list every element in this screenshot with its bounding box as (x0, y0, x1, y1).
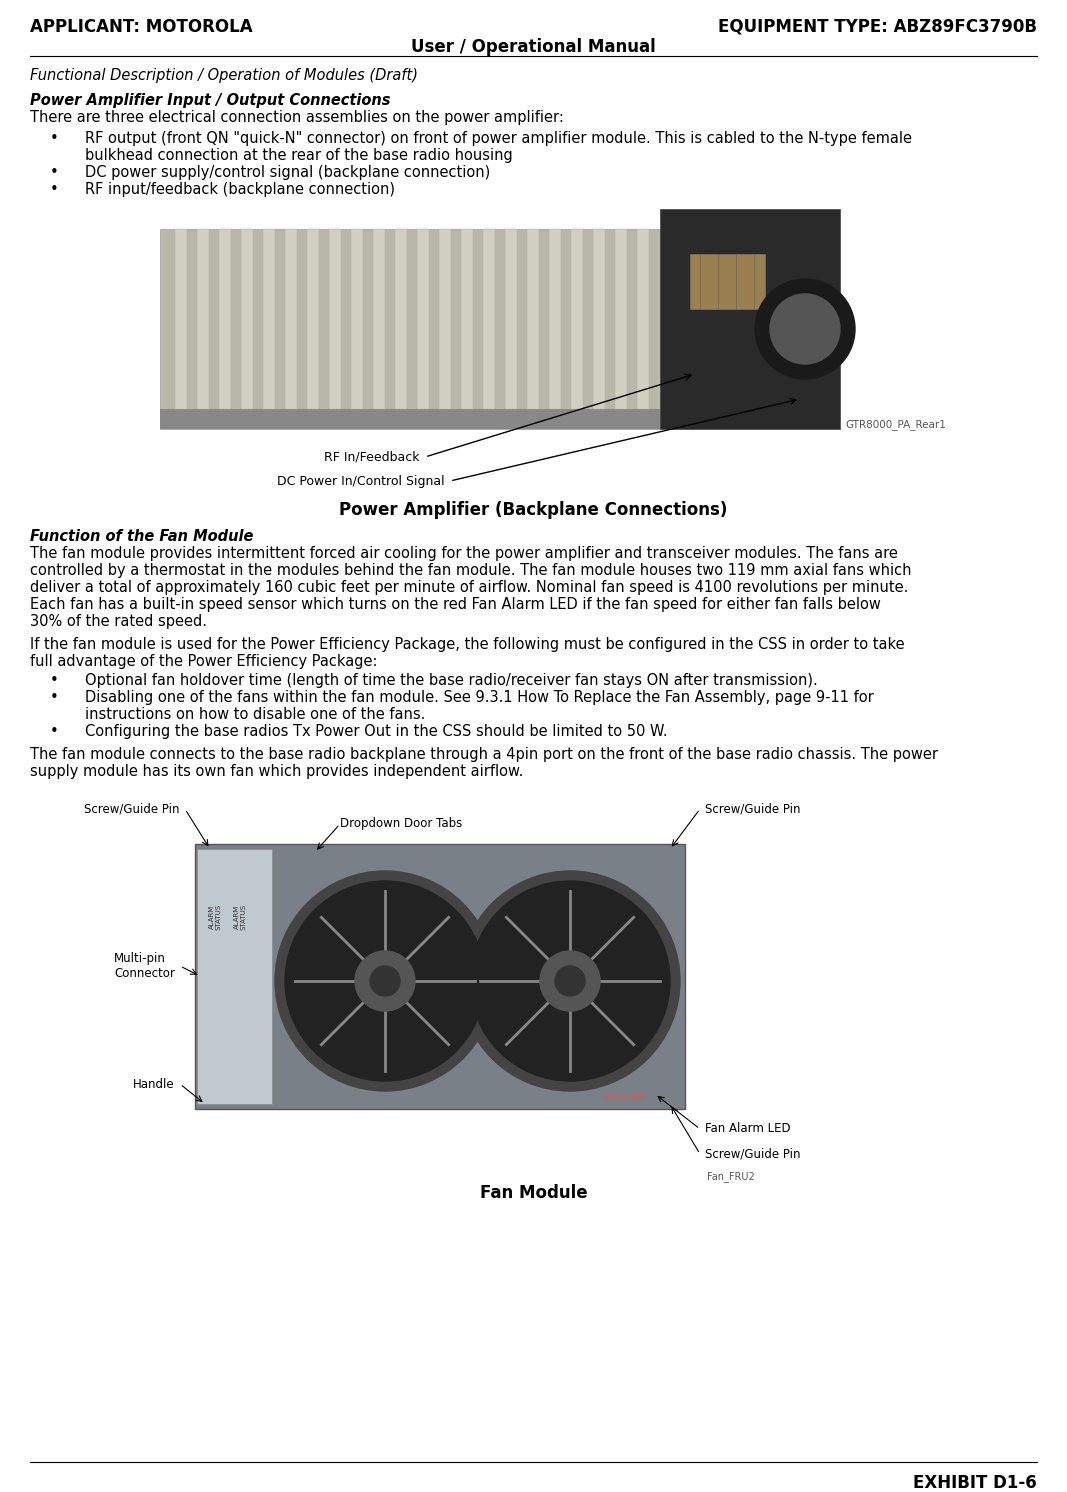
Bar (160, 409, 660, 430)
Text: •: • (50, 689, 59, 706)
Text: Configuring the base radios Tx Power Out in the CSS should be limited to 50 W.: Configuring the base radios Tx Power Out… (85, 724, 668, 739)
Text: DC power supply/control signal (backplane connection): DC power supply/control signal (backplan… (85, 166, 490, 181)
Bar (690, 254, 765, 309)
Text: EQUIPMENT TYPE: ABZ89FC3790B: EQUIPMENT TYPE: ABZ89FC3790B (718, 18, 1037, 36)
Bar (461, 228, 473, 409)
Text: If the fan module is used for the Power Efficiency Package, the following must b: If the fan module is used for the Power … (30, 637, 905, 652)
Text: Screw/Guide Pin: Screw/Guide Pin (705, 1147, 800, 1161)
Text: ALARM
STATUS: ALARM STATUS (234, 904, 246, 930)
Bar (615, 228, 627, 409)
Bar (219, 228, 230, 409)
Text: bulkhead connection at the rear of the base radio housing: bulkhead connection at the rear of the b… (85, 148, 513, 163)
Text: RF input/feedback (backplane connection): RF input/feedback (backplane connection) (85, 182, 395, 197)
Bar (329, 228, 341, 409)
Text: Fan Alarm LED: Fan Alarm LED (705, 1122, 791, 1135)
Circle shape (275, 871, 495, 1091)
Text: APPLICANT: MOTOROLA: APPLICANT: MOTOROLA (30, 18, 253, 36)
Text: full advantage of the Power Efficiency Package:: full advantage of the Power Efficiency P… (30, 653, 378, 668)
Bar (550, 228, 561, 409)
Text: Fan Module: Fan Module (480, 1185, 587, 1203)
Text: •: • (50, 182, 59, 197)
Text: ALARM
STATUS: ALARM STATUS (208, 904, 222, 930)
Bar (505, 228, 517, 409)
Text: Power Amplifier Input / Output Connections: Power Amplifier Input / Output Connectio… (30, 93, 391, 107)
Text: •: • (50, 166, 59, 181)
Bar (395, 228, 407, 409)
Bar (197, 849, 272, 1104)
Text: •: • (50, 673, 59, 688)
Circle shape (770, 294, 840, 364)
Circle shape (460, 871, 680, 1091)
Text: FAN ALARM: FAN ALARM (605, 1094, 644, 1100)
Bar (262, 228, 275, 409)
Text: Optional fan holdover time (length of time the base radio/receiver fan stays ON : Optional fan holdover time (length of ti… (85, 673, 817, 688)
Text: GTR8000_PA_Rear1: GTR8000_PA_Rear1 (845, 419, 945, 430)
Text: User / Operational Manual: User / Operational Manual (411, 37, 656, 57)
Text: RF In/Feedback: RF In/Feedback (324, 451, 420, 464)
Bar (160, 228, 660, 430)
Text: The fan module provides intermittent forced air cooling for the power amplifier : The fan module provides intermittent for… (30, 546, 897, 561)
Text: Fan_FRU2: Fan_FRU2 (707, 1171, 754, 1182)
Bar (351, 228, 363, 409)
Bar (637, 228, 649, 409)
Text: Functional Description / Operation of Modules (Draft): Functional Description / Operation of Mo… (30, 69, 418, 84)
Bar (241, 228, 253, 409)
Circle shape (355, 950, 415, 1012)
Text: deliver a total of approximately 160 cubic feet per minute of airflow. Nominal f: deliver a total of approximately 160 cub… (30, 580, 908, 595)
Bar (285, 228, 297, 409)
Text: •: • (50, 131, 59, 146)
Text: •: • (50, 724, 59, 739)
Bar (195, 844, 685, 1109)
Bar (175, 228, 187, 409)
Text: EXHIBIT D1-6: EXHIBIT D1-6 (913, 1474, 1037, 1492)
Circle shape (555, 965, 585, 997)
Bar (373, 228, 385, 409)
Bar (593, 228, 605, 409)
Text: Handle: Handle (133, 1077, 175, 1091)
Text: Power Amplifier (Backplane Connections): Power Amplifier (Backplane Connections) (339, 501, 728, 519)
Circle shape (755, 279, 855, 379)
Bar (307, 228, 319, 409)
Bar (571, 228, 583, 409)
Text: Screw/Guide Pin: Screw/Guide Pin (84, 803, 180, 816)
Text: Screw/Guide Pin: Screw/Guide Pin (705, 803, 800, 816)
Text: DC Power In/Control Signal: DC Power In/Control Signal (277, 474, 445, 488)
Circle shape (469, 880, 670, 1082)
Circle shape (285, 880, 485, 1082)
Text: instructions on how to disable one of the fans.: instructions on how to disable one of th… (85, 707, 426, 722)
Text: Disabling one of the fans within the fan module. See 9.3.1 How To Replace the Fa: Disabling one of the fans within the fan… (85, 689, 874, 706)
Bar (660, 209, 840, 430)
Bar (527, 228, 539, 409)
Bar (197, 228, 209, 409)
Text: There are three electrical connection assemblies on the power amplifier:: There are three electrical connection as… (30, 110, 563, 125)
Text: The fan module connects to the base radio backplane through a 4pin port on the f: The fan module connects to the base radi… (30, 747, 938, 762)
Text: controlled by a thermostat in the modules behind the fan module. The fan module : controlled by a thermostat in the module… (30, 562, 911, 577)
Text: supply module has its own fan which provides independent airflow.: supply module has its own fan which prov… (30, 764, 524, 779)
Text: Multi-pin
Connector: Multi-pin Connector (114, 952, 175, 980)
Circle shape (370, 965, 400, 997)
Text: Each fan has a built-in speed sensor which turns on the red Fan Alarm LED if the: Each fan has a built-in speed sensor whi… (30, 597, 881, 612)
Circle shape (540, 950, 600, 1012)
Bar (417, 228, 429, 409)
Text: Dropdown Door Tabs: Dropdown Door Tabs (340, 818, 462, 831)
Text: 30% of the rated speed.: 30% of the rated speed. (30, 615, 207, 630)
Bar (439, 228, 451, 409)
Text: Function of the Fan Module: Function of the Fan Module (30, 530, 253, 545)
Text: RF output (front QN "quick-N" connector) on front of power amplifier module. Thi: RF output (front QN "quick-N" connector)… (85, 131, 912, 146)
Bar (483, 228, 495, 409)
